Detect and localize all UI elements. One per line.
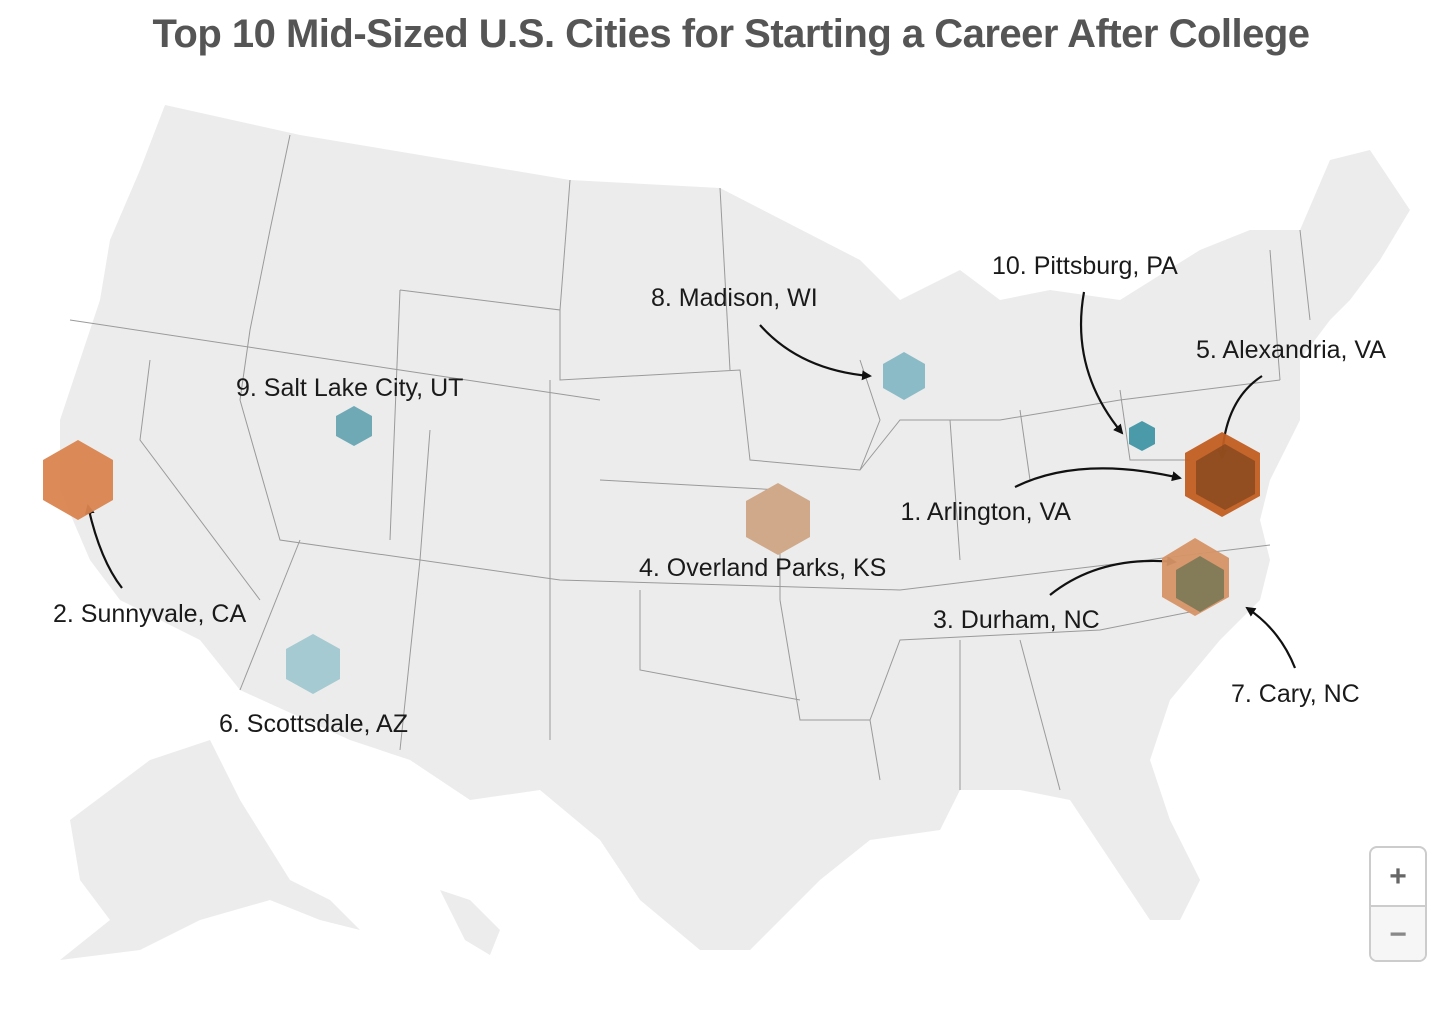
zoom-in-button[interactable]: + bbox=[1389, 859, 1407, 893]
hex-marker-salt-lake-city[interactable] bbox=[336, 406, 372, 446]
hex-marker-overland-park[interactable] bbox=[746, 483, 810, 555]
city-label-cary: 7. Cary, NC bbox=[1231, 680, 1360, 708]
city-label-arlington: 1. Arlington, VA bbox=[901, 498, 1072, 526]
city-label-sunnyvale: 2. Sunnyvale, CA bbox=[53, 600, 246, 628]
hex-marker-sunnyvale[interactable] bbox=[43, 440, 113, 520]
alaska-land bbox=[60, 740, 360, 960]
city-label-pittsburg: 10. Pittsburg, PA bbox=[992, 252, 1178, 280]
city-label-alexandria: 5. Alexandria, VA bbox=[1196, 336, 1386, 364]
hex-marker-arlington[interactable] bbox=[1196, 444, 1255, 510]
city-label-salt-lake-city: 9. Salt Lake City, UT bbox=[236, 374, 463, 402]
zoom-control: + − bbox=[1369, 846, 1427, 962]
hex-marker-durham[interactable] bbox=[1176, 556, 1224, 612]
city-label-overland-park: 4. Overland Parks, KS bbox=[639, 554, 886, 582]
hawaii-land bbox=[440, 890, 500, 955]
hex-marker-madison[interactable] bbox=[883, 352, 925, 400]
page-title: Top 10 Mid-Sized U.S. Cities for Startin… bbox=[152, 12, 1310, 56]
city-label-durham: 3. Durham, NC bbox=[933, 606, 1100, 634]
city-label-scottsdale: 6. Scottsdale, AZ bbox=[219, 710, 408, 738]
city-label-madison: 8. Madison, WI bbox=[651, 284, 818, 312]
contiguous-us-land bbox=[60, 105, 1410, 950]
hex-marker-scottsdale[interactable] bbox=[286, 634, 340, 694]
zoom-out-button[interactable]: − bbox=[1371, 905, 1425, 960]
hex-marker-pittsburg[interactable] bbox=[1129, 421, 1155, 451]
